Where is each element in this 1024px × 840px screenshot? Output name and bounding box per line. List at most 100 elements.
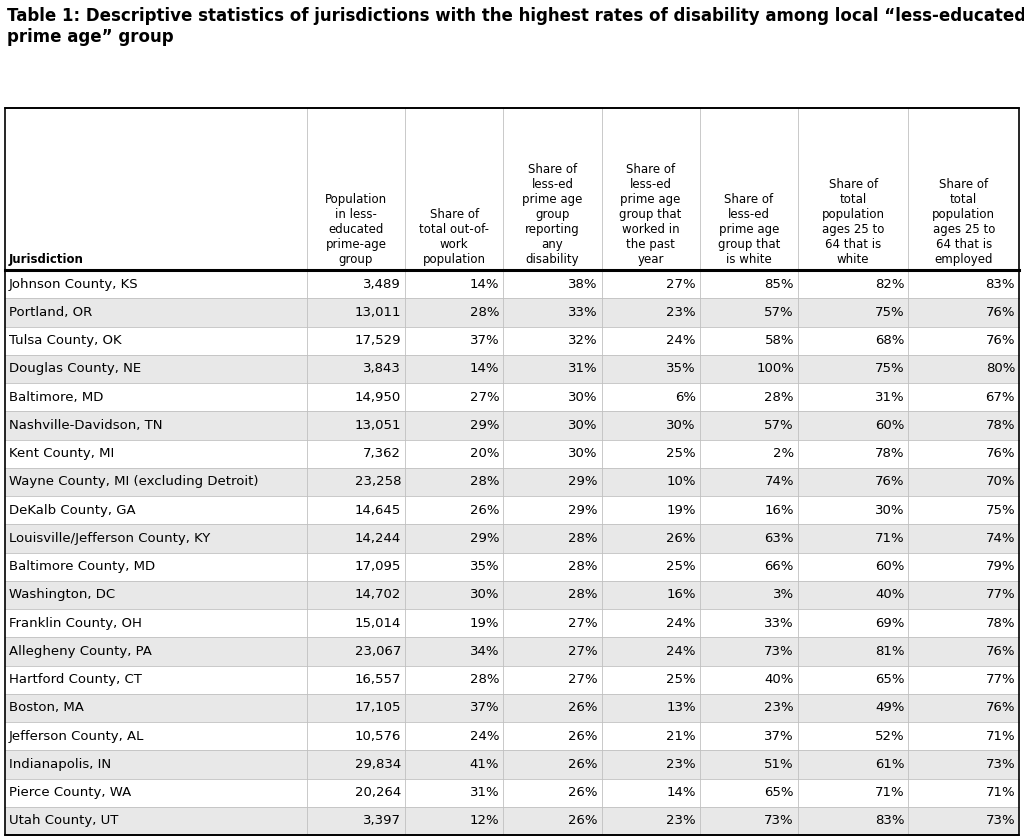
Text: 33%: 33% bbox=[568, 306, 598, 319]
Bar bbox=[5, 270, 1019, 298]
Text: 26%: 26% bbox=[667, 532, 695, 545]
Text: 73%: 73% bbox=[985, 814, 1015, 827]
Text: 16%: 16% bbox=[765, 504, 794, 517]
Text: 76%: 76% bbox=[985, 447, 1015, 460]
Text: 81%: 81% bbox=[874, 645, 904, 658]
Text: 76%: 76% bbox=[985, 334, 1015, 347]
Text: 3,843: 3,843 bbox=[364, 362, 401, 375]
Text: 68%: 68% bbox=[876, 334, 904, 347]
Text: 67%: 67% bbox=[985, 391, 1015, 404]
Text: 16,557: 16,557 bbox=[354, 673, 401, 686]
Text: 76%: 76% bbox=[985, 701, 1015, 714]
Text: Share of
total out-of-
work
population: Share of total out-of- work population bbox=[419, 208, 489, 266]
Text: Share of
less-ed
prime age
group
reporting
any
disability: Share of less-ed prime age group reporti… bbox=[522, 163, 583, 266]
Text: Franklin County, OH: Franklin County, OH bbox=[9, 617, 142, 630]
Text: 25%: 25% bbox=[667, 447, 695, 460]
Text: 75%: 75% bbox=[874, 306, 904, 319]
Text: Population
in less-
educated
prime-age
group: Population in less- educated prime-age g… bbox=[325, 193, 387, 266]
Text: Hartford County, CT: Hartford County, CT bbox=[9, 673, 142, 686]
Text: 51%: 51% bbox=[764, 758, 794, 771]
Text: 35%: 35% bbox=[667, 362, 695, 375]
Bar bbox=[5, 108, 1019, 835]
Bar bbox=[5, 524, 1019, 553]
Text: 28%: 28% bbox=[470, 306, 500, 319]
Bar bbox=[5, 108, 1019, 270]
Text: 63%: 63% bbox=[765, 532, 794, 545]
Bar bbox=[5, 468, 1019, 496]
Text: 71%: 71% bbox=[985, 786, 1015, 799]
Text: 27%: 27% bbox=[568, 645, 598, 658]
Text: 33%: 33% bbox=[764, 617, 794, 630]
Text: 6%: 6% bbox=[675, 391, 695, 404]
Text: 82%: 82% bbox=[874, 278, 904, 291]
Text: 57%: 57% bbox=[764, 419, 794, 432]
Text: 85%: 85% bbox=[765, 278, 794, 291]
Text: 60%: 60% bbox=[876, 419, 904, 432]
Text: 78%: 78% bbox=[874, 447, 904, 460]
Text: 73%: 73% bbox=[985, 758, 1015, 771]
Text: Share of
less-ed
prime age
group that
worked in
the past
year: Share of less-ed prime age group that wo… bbox=[620, 163, 682, 266]
Text: 71%: 71% bbox=[874, 786, 904, 799]
Text: 14,702: 14,702 bbox=[354, 588, 401, 601]
Text: 58%: 58% bbox=[765, 334, 794, 347]
Text: 23%: 23% bbox=[764, 701, 794, 714]
Text: 38%: 38% bbox=[568, 278, 598, 291]
Text: 76%: 76% bbox=[985, 645, 1015, 658]
Text: 14,950: 14,950 bbox=[355, 391, 401, 404]
Text: 28%: 28% bbox=[470, 475, 500, 488]
Text: 21%: 21% bbox=[667, 730, 695, 743]
Text: 29,834: 29,834 bbox=[355, 758, 401, 771]
Text: 70%: 70% bbox=[985, 475, 1015, 488]
Text: 2%: 2% bbox=[773, 447, 794, 460]
Text: 14,645: 14,645 bbox=[355, 504, 401, 517]
Text: 61%: 61% bbox=[874, 758, 904, 771]
Bar bbox=[5, 665, 1019, 694]
Text: 16%: 16% bbox=[667, 588, 695, 601]
Text: 29%: 29% bbox=[470, 419, 500, 432]
Text: 14%: 14% bbox=[470, 362, 500, 375]
Text: Washington, DC: Washington, DC bbox=[9, 588, 115, 601]
Text: 31%: 31% bbox=[568, 362, 598, 375]
Text: 23,258: 23,258 bbox=[354, 475, 401, 488]
Text: 25%: 25% bbox=[667, 673, 695, 686]
Text: 37%: 37% bbox=[470, 334, 500, 347]
Bar bbox=[5, 553, 1019, 580]
Text: Baltimore County, MD: Baltimore County, MD bbox=[9, 560, 155, 573]
Text: Utah County, UT: Utah County, UT bbox=[9, 814, 119, 827]
Text: 60%: 60% bbox=[876, 560, 904, 573]
Bar bbox=[5, 580, 1019, 609]
Text: Johnson County, KS: Johnson County, KS bbox=[9, 278, 138, 291]
Text: 49%: 49% bbox=[876, 701, 904, 714]
Text: 23%: 23% bbox=[667, 814, 695, 827]
Text: Indianapolis, IN: Indianapolis, IN bbox=[9, 758, 112, 771]
Text: 10%: 10% bbox=[667, 475, 695, 488]
Text: 71%: 71% bbox=[874, 532, 904, 545]
Text: 30%: 30% bbox=[568, 391, 598, 404]
Text: 52%: 52% bbox=[874, 730, 904, 743]
Bar bbox=[5, 722, 1019, 750]
Text: 30%: 30% bbox=[470, 588, 500, 601]
Text: 19%: 19% bbox=[667, 504, 695, 517]
Text: 23,067: 23,067 bbox=[354, 645, 401, 658]
Text: Boston, MA: Boston, MA bbox=[9, 701, 84, 714]
Text: 41%: 41% bbox=[470, 758, 500, 771]
Text: Nashville-Davidson, TN: Nashville-Davidson, TN bbox=[9, 419, 163, 432]
Text: 30%: 30% bbox=[874, 504, 904, 517]
Text: 29%: 29% bbox=[470, 532, 500, 545]
Bar bbox=[5, 412, 1019, 439]
Text: 74%: 74% bbox=[765, 475, 794, 488]
Text: 13%: 13% bbox=[667, 701, 695, 714]
Text: 76%: 76% bbox=[985, 306, 1015, 319]
Text: 31%: 31% bbox=[874, 391, 904, 404]
Bar bbox=[5, 439, 1019, 468]
Text: 78%: 78% bbox=[985, 617, 1015, 630]
Bar bbox=[5, 496, 1019, 524]
Bar bbox=[5, 750, 1019, 779]
Text: 100%: 100% bbox=[756, 362, 794, 375]
Bar bbox=[5, 806, 1019, 835]
Text: Table 1: Descriptive statistics of jurisdictions with the highest rates of disab: Table 1: Descriptive statistics of juris… bbox=[7, 7, 1024, 46]
Text: 28%: 28% bbox=[470, 673, 500, 686]
Text: 28%: 28% bbox=[765, 391, 794, 404]
Text: Wayne County, MI (excluding Detroit): Wayne County, MI (excluding Detroit) bbox=[9, 475, 258, 488]
Text: DeKalb County, GA: DeKalb County, GA bbox=[9, 504, 135, 517]
